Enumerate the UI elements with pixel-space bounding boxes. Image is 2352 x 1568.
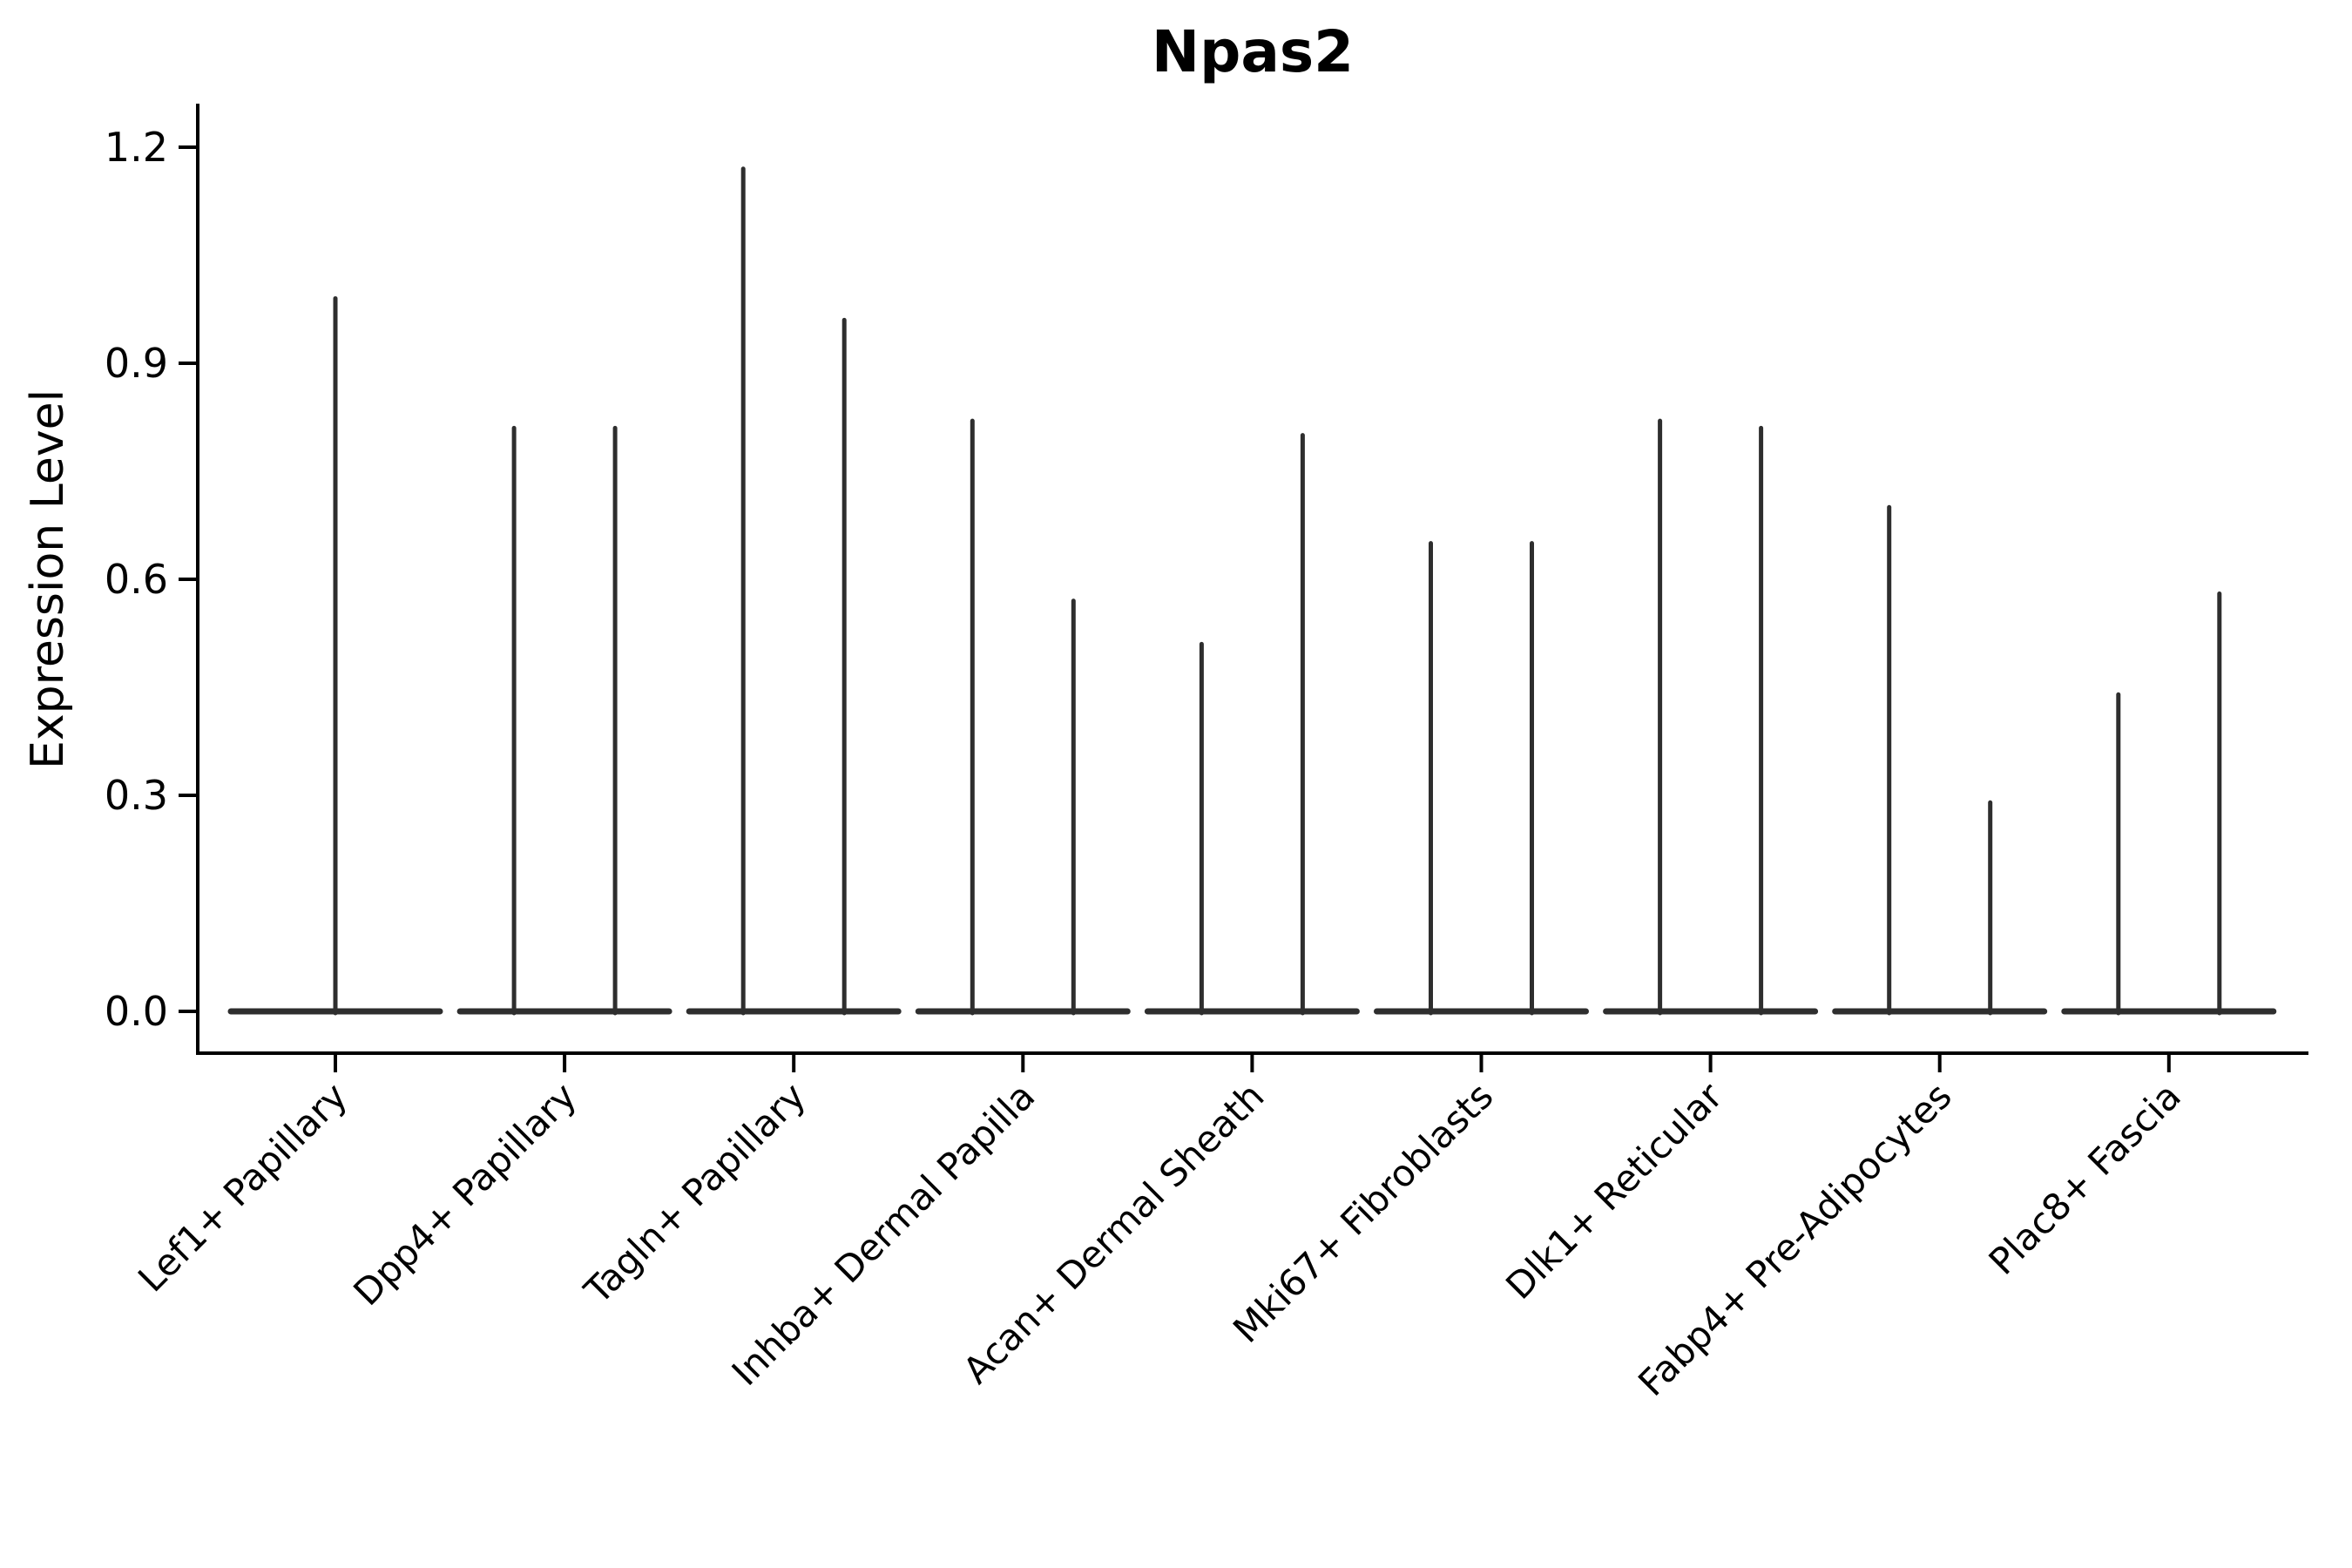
y-tick-label: 1.2 — [105, 124, 168, 171]
y-tick-label: 0.3 — [105, 772, 168, 819]
y-axis-label: Expression Level — [22, 389, 74, 769]
y-tick-label: 0.0 — [105, 988, 168, 1035]
y-tick-label: 0.9 — [105, 340, 168, 387]
x-tick-label: Lef1+ Papillary — [130, 1074, 355, 1300]
x-tick-label: Tagln+ Papillary — [576, 1074, 814, 1312]
y-tick-label: 0.6 — [105, 556, 168, 603]
x-tick-label: Dlk1+ Reticular — [1497, 1074, 1731, 1308]
x-tick-label: Plac8+ Fascia — [1981, 1074, 2189, 1282]
x-tick-label: Dpp4+ Papillary — [345, 1074, 585, 1314]
x-tick-label: Mki67+ Fibroblasts — [1225, 1074, 1501, 1350]
chart-title: Npas2 — [1152, 18, 1354, 85]
